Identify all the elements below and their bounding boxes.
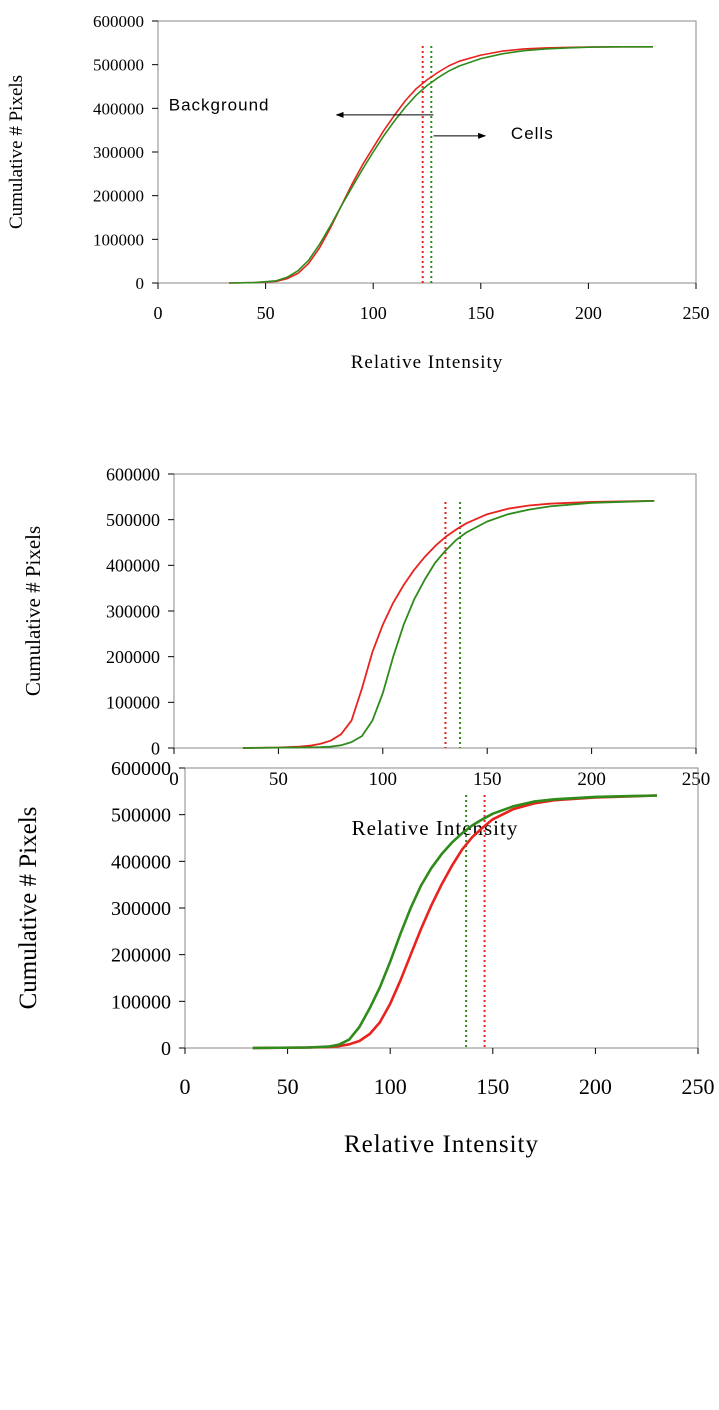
- x-tick-label: 100: [374, 1074, 407, 1099]
- x-tick-label: 50: [277, 1074, 299, 1099]
- x-tick-label: 250: [682, 769, 711, 790]
- y-tick-label: 400000: [106, 556, 160, 576]
- plot-area-frame: [184, 767, 699, 1049]
- y-tick-label: 200000: [106, 647, 160, 667]
- y-tick-label: 500000: [93, 56, 144, 75]
- plot-area-frame: [157, 20, 697, 284]
- y-tick-label: 100000: [93, 230, 144, 249]
- y-tick-label: 0: [136, 274, 145, 293]
- y-tick-label: 300000: [111, 898, 171, 920]
- y-tick-label: 500000: [106, 510, 160, 530]
- y-tick-label: 600000: [106, 464, 160, 484]
- y-tick-label: 300000: [93, 143, 144, 162]
- x-axis-title: Relative Intensity: [352, 816, 519, 840]
- series-line-2: [228, 45, 653, 284]
- x-tick-label: 250: [683, 303, 710, 323]
- x-tick-label: 0: [169, 769, 179, 790]
- x-tick-label: 0: [154, 303, 163, 323]
- series-line-1: [252, 794, 658, 1050]
- x-tick-label: 50: [269, 769, 288, 790]
- x-tick-label: 200: [577, 769, 606, 790]
- y-tick-label: 400000: [111, 851, 171, 873]
- y-tick-label: 500000: [111, 805, 171, 827]
- chart-panel-1: 0 100000 200000 300000 400000 500000 600000 0 50…: [6, 12, 710, 373]
- y-tick-label: 100000: [111, 991, 171, 1013]
- x-tick-label: 150: [467, 303, 494, 323]
- x-tick-label: 100: [369, 769, 398, 790]
- y-tick-label: 100000: [106, 693, 160, 713]
- y-axis-title: Cumulative # Pixels: [21, 526, 45, 696]
- x-tick-label: 200: [579, 1074, 612, 1099]
- x-tick-label: 200: [575, 303, 602, 323]
- series-line-1: [228, 45, 653, 284]
- series-line-2: [242, 500, 655, 749]
- series-line-1: [242, 500, 655, 749]
- x-tick-label: 50: [257, 303, 275, 323]
- annotation-label: Cells: [511, 124, 554, 143]
- y-tick-label: 0: [151, 738, 160, 758]
- y-tick-label: 400000: [93, 99, 144, 118]
- y-axis-title: Cumulative # Pixels: [6, 75, 27, 229]
- y-tick-label: 300000: [106, 601, 160, 621]
- y-tick-label: 600000: [93, 12, 144, 31]
- series-line-2: [252, 794, 658, 1050]
- annotation-label: Background: [169, 96, 270, 115]
- x-tick-label: 150: [476, 1074, 509, 1099]
- y-tick-label: 0: [161, 1038, 171, 1060]
- y-axis-title: Cumulative # Pixels: [15, 807, 42, 1010]
- x-tick-label: 100: [360, 303, 387, 323]
- y-tick-label: 200000: [93, 187, 144, 206]
- plot-area-frame: [173, 473, 697, 749]
- x-axis-title: Relative Intensity: [344, 1131, 539, 1158]
- x-tick-label: 0: [180, 1074, 191, 1099]
- x-tick-label: 250: [682, 1074, 715, 1099]
- x-tick-label: 150: [473, 769, 502, 790]
- y-tick-label: 600000: [111, 758, 171, 780]
- x-axis-title: Relative Intensity: [351, 352, 504, 373]
- y-tick-label: 200000: [111, 945, 171, 967]
